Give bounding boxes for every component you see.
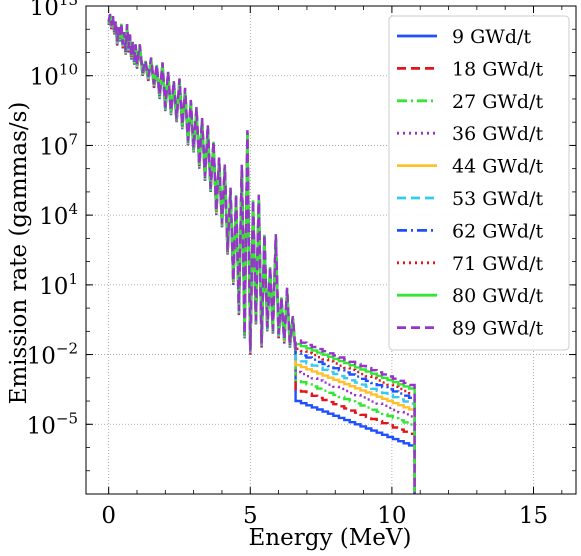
- x-tick-label: 0: [101, 503, 116, 529]
- legend-label: 89 GWd/t: [452, 318, 543, 340]
- series-line: [107, 16, 416, 494]
- data-series: [107, 13, 416, 494]
- series-line: [107, 16, 416, 494]
- legend-label: 44 GWd/t: [452, 156, 543, 178]
- x-tick-label: 15: [519, 503, 548, 529]
- x-axis-title: Energy (MeV): [249, 525, 412, 551]
- legend-label: 71 GWd/t: [452, 253, 543, 275]
- legend-label: 36 GWd/t: [452, 123, 543, 145]
- y-tick-label: 10−5: [27, 409, 78, 439]
- legend-label: 62 GWd/t: [452, 220, 543, 242]
- y-tick-label: 101: [39, 270, 78, 300]
- legend-label: 80 GWd/t: [452, 285, 543, 307]
- axes: 0 5 10 15 10−5 10−2 101 104 107 1010 1013: [27, 0, 577, 529]
- y-axis-title: Emission rate (gammas/s): [6, 102, 32, 405]
- x-tick-label: 5: [243, 503, 258, 529]
- legend-box: [388, 15, 570, 351]
- legend-label: 18 GWd/t: [452, 58, 543, 80]
- y-tick-label: 1013: [30, 0, 78, 21]
- series-line: [107, 13, 416, 494]
- y-tick-label: 10−2: [27, 340, 78, 370]
- plot-frame: [85, 5, 577, 495]
- series-line: [107, 17, 416, 494]
- x-tick-label: 10: [377, 503, 406, 529]
- y-tick-label: 104: [39, 200, 78, 230]
- legend-label: 27 GWd/t: [452, 91, 543, 113]
- legend-label: 9 GWd/t: [452, 26, 531, 48]
- series-line: [107, 17, 416, 494]
- legend: 9 GWd/t 18 GWd/t 27 GWd/t 36 GWd/t 44 GWd/t 5…: [388, 15, 570, 351]
- y-tick-label: 107: [39, 130, 78, 160]
- y-tick-label: 1010: [30, 61, 78, 91]
- legend-label: 53 GWd/t: [452, 188, 543, 210]
